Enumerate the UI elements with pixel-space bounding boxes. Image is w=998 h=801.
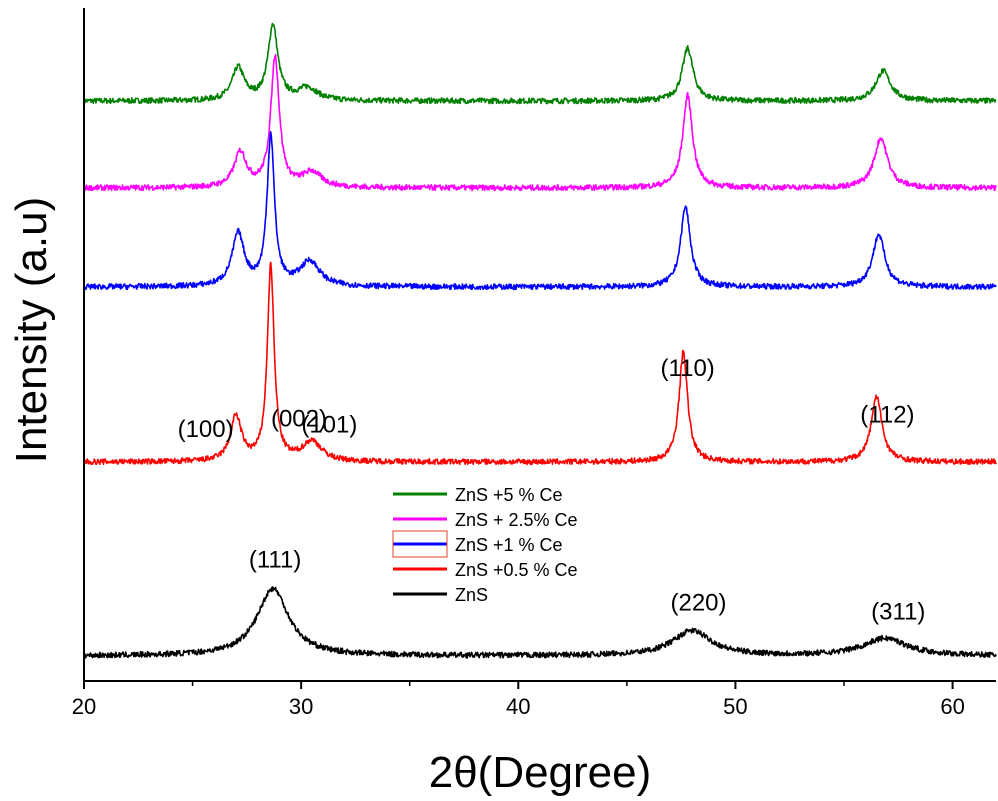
traces [83,22,997,659]
series-line-0 [83,22,997,105]
x-tick-label-0: 20 [72,694,96,719]
peak-label-1: (100) [178,416,234,443]
y-axis-title: Intensity (a.u) [7,197,56,464]
peak-label-6: (220) [670,589,726,616]
legend-label-2: ZnS +1 % Ce [455,535,563,555]
peak-label-4: (112) [860,401,914,428]
legend-label-4: ZnS [455,585,488,605]
x-ticks: 20 30 40 50 60 [72,681,965,719]
axes: 20 30 40 50 60 [72,8,996,719]
peak-label-0: (002) [271,406,327,433]
peak-annotations: (002) (100) (101) (110) (112) (111) (220) (311) [178,355,926,626]
peak-label-3: (110) [661,355,715,382]
peak-label-7: (311) [871,599,925,626]
legend-label-3: ZnS +0.5 % Ce [455,560,578,580]
peak-label-2: (101) [301,412,357,439]
peak-label-5: (111) [249,546,301,573]
x-tick-label-1: 30 [289,694,313,719]
legend-selection-box [392,530,448,558]
x-tick-label-3: 50 [723,694,747,719]
series-line-4 [83,586,997,659]
x-axis-title: 2θ(Degree) [429,748,652,797]
legend: ZnS +5 % Ce ZnS + 2.5% Ce ZnS +1 % Ce ZnS +… [392,485,578,605]
series-line-2 [83,131,997,291]
series-line-1 [83,54,997,192]
legend-label-1: ZnS + 2.5% Ce [455,510,578,530]
x-tick-label-4: 60 [940,694,964,719]
legend-label-0: ZnS +5 % Ce [455,485,563,505]
series-line-3 [83,261,997,466]
x-tick-label-2: 40 [506,694,530,719]
